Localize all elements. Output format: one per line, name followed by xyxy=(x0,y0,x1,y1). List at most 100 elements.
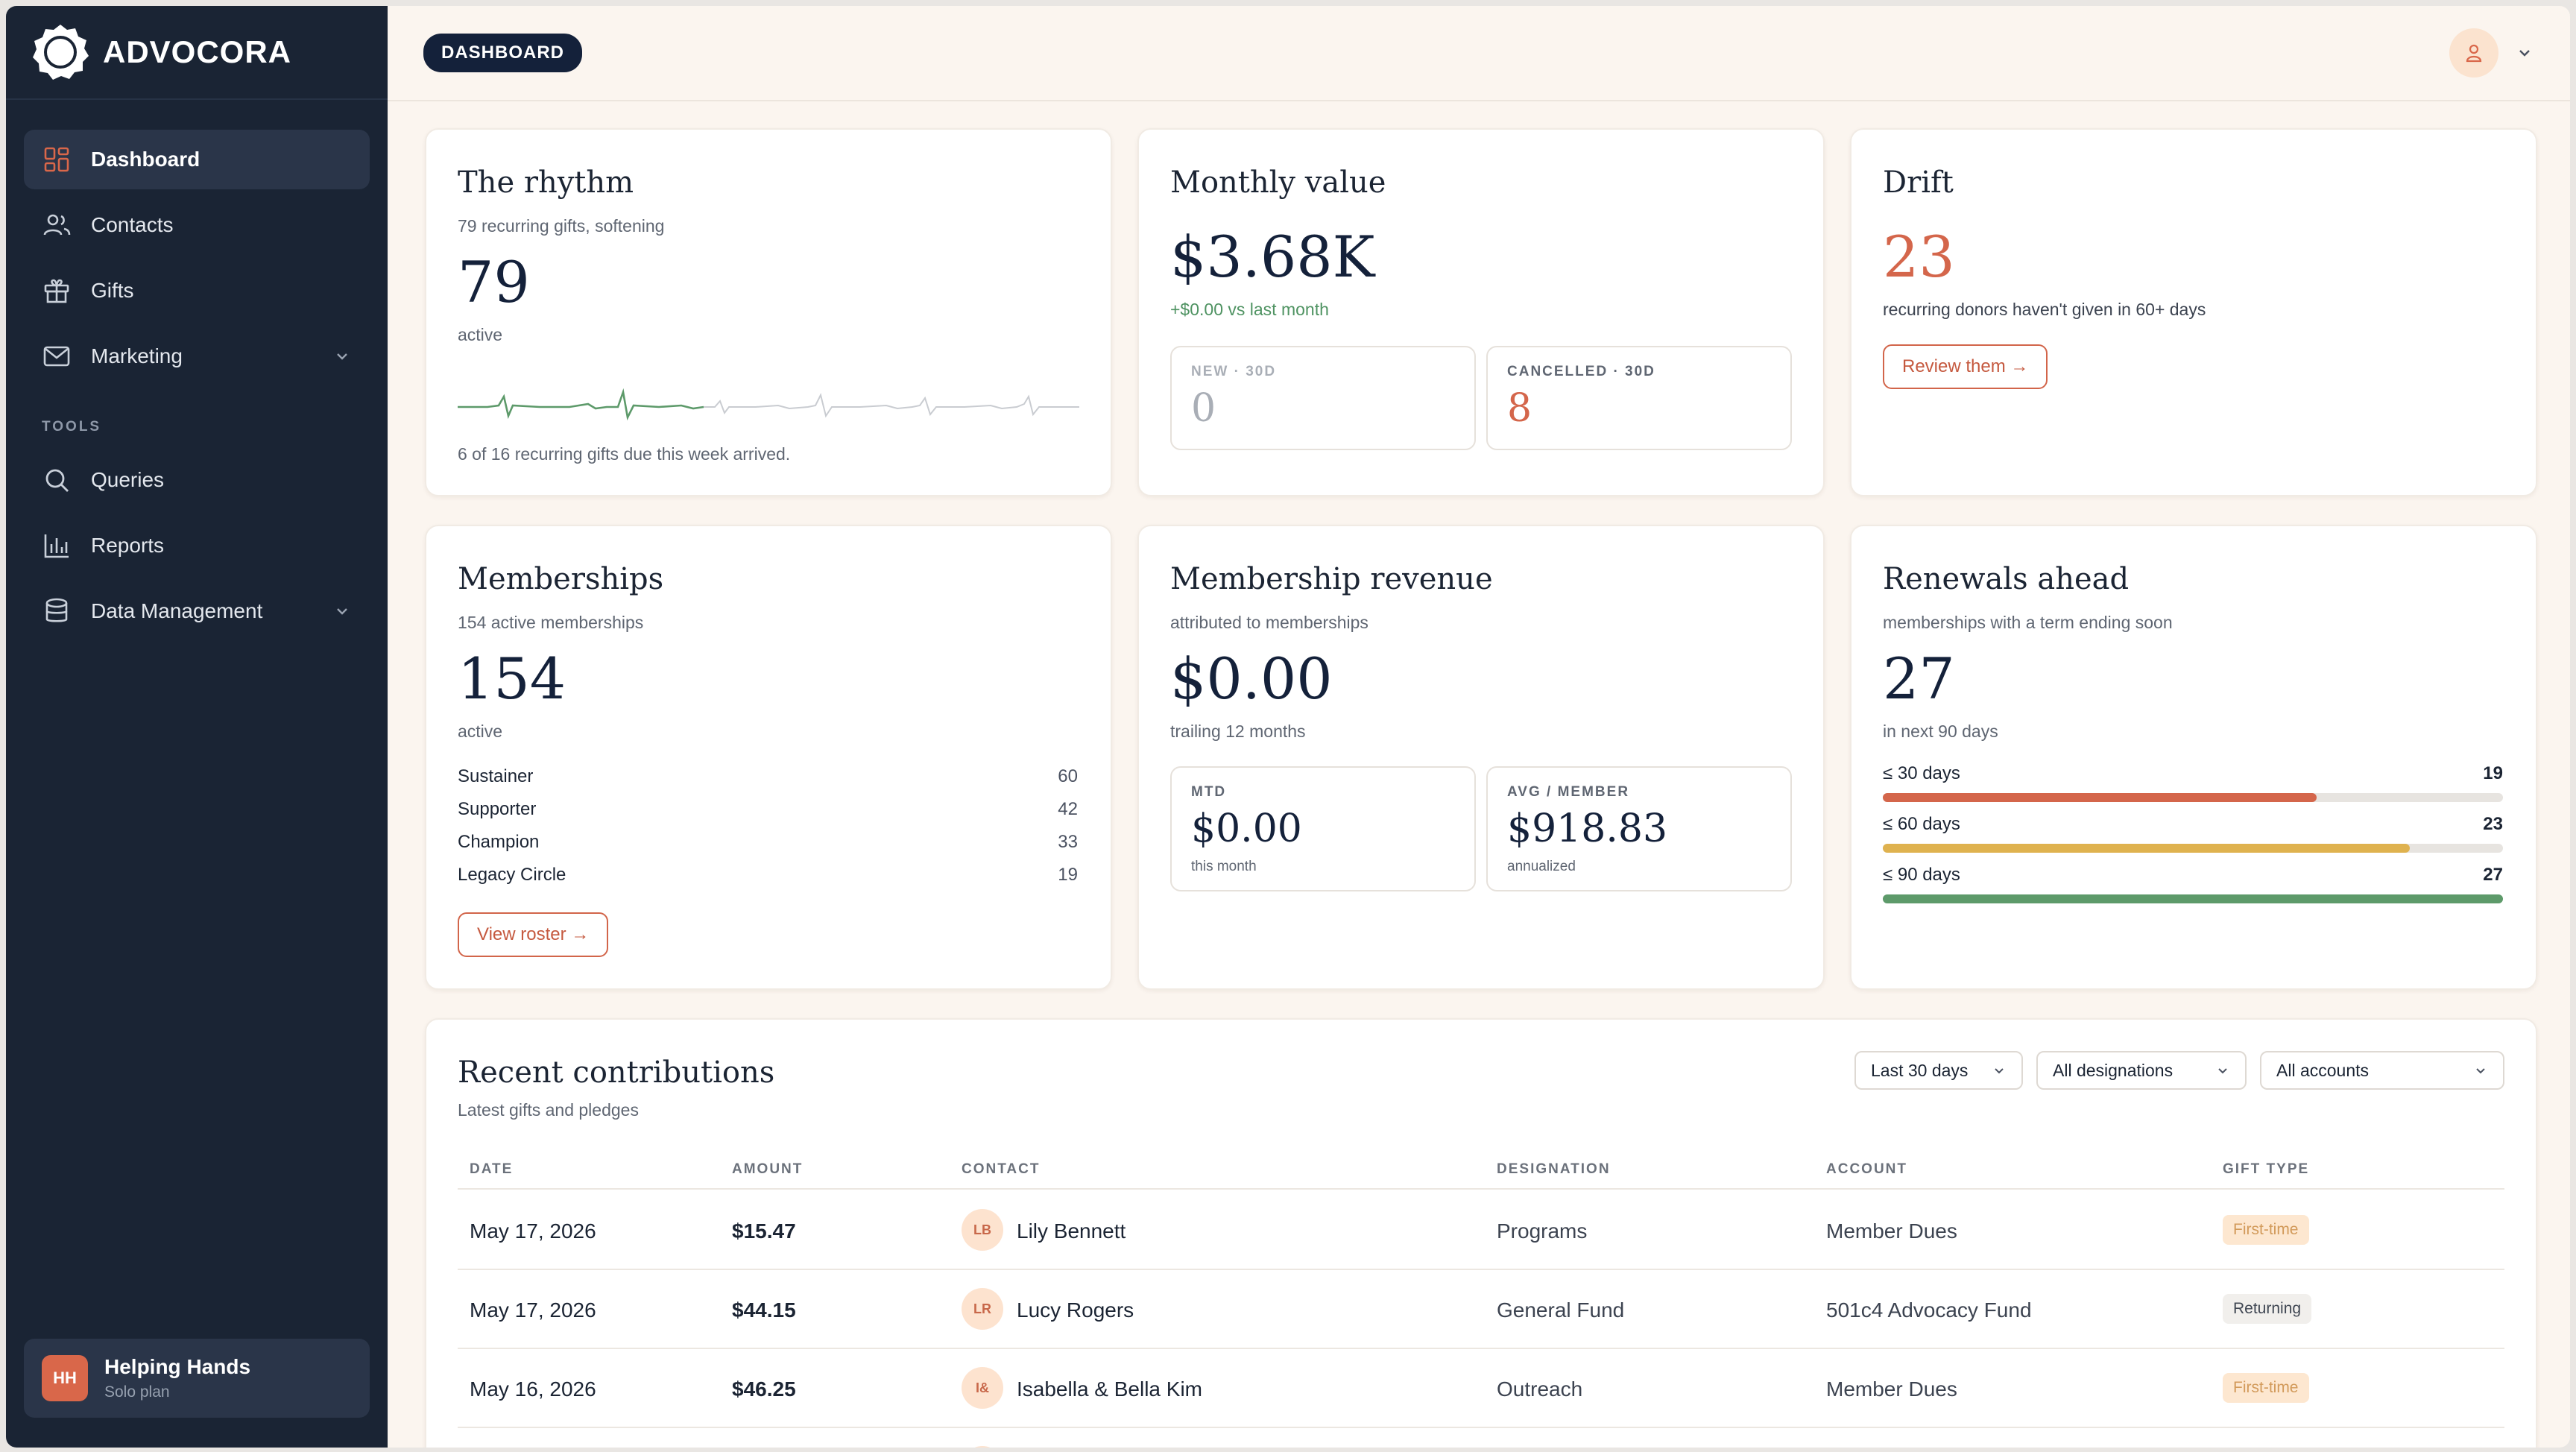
table-row[interactable]: May 17, 2026 $15.47 LB Lily Bennett Prog… xyxy=(458,1191,2504,1270)
view-roster-button[interactable]: View roster → xyxy=(458,912,609,957)
stat-label: AVG / MEMBER xyxy=(1507,784,1630,800)
sidebar-item-dashboard[interactable]: Dashboard xyxy=(24,130,370,189)
card-subtitle: 154 active memberships xyxy=(458,613,644,632)
table-header: DATE AMOUNT CONTACT DESIGNATION ACCOUNT … xyxy=(458,1148,2504,1190)
stat-value: $0.00 xyxy=(1191,807,1302,851)
org-avatar: HH xyxy=(42,1355,88,1401)
cell-designation: Programs xyxy=(1497,1219,1588,1243)
avatar: LB xyxy=(962,1209,1003,1251)
column-header-account[interactable]: ACCOUNT xyxy=(1826,1161,1907,1177)
cell-amount: $44.15 xyxy=(732,1298,796,1322)
avatar xyxy=(962,1446,1003,1448)
renewal-row: ≤ 60 days 23 xyxy=(1883,814,2503,853)
breadcrumb: DASHBOARD xyxy=(423,34,582,72)
rhythm-footer: 6 of 16 recurring gifts due this week ar… xyxy=(458,444,791,464)
cell-contact[interactable]: Isabella & Bella Kim xyxy=(1017,1377,1203,1401)
cell-date: May 17, 2026 xyxy=(470,1219,596,1243)
cell-account: Member Dues xyxy=(1826,1219,1957,1243)
metric-value: 154 xyxy=(458,645,566,712)
cell-account: Member Dues xyxy=(1826,1377,1957,1401)
cell-amount: $46.25 xyxy=(732,1377,796,1401)
sidebar-item-marketing[interactable]: Marketing xyxy=(24,326,370,386)
chevron-down-icon[interactable] xyxy=(2515,43,2534,63)
brand[interactable]: ADVOCORA xyxy=(6,6,388,100)
chevron-down-icon[interactable] xyxy=(332,602,352,621)
sidebar-item-queries[interactable]: Queries xyxy=(24,450,370,510)
cancelled-30d-box: CANCELLED · 30D 8 xyxy=(1486,346,1792,450)
sidebar-item-label: Reports xyxy=(91,534,165,557)
date-range-select[interactable]: Last 30 days xyxy=(1854,1051,2023,1090)
metric-value: 23 xyxy=(1883,224,1955,290)
renewal-label: ≤ 60 days xyxy=(1883,814,1960,834)
table-row[interactable]: May 16, 2026 $46.25 I& Isabella & Bella … xyxy=(458,1349,2504,1428)
column-header-designation[interactable]: DESIGNATION xyxy=(1497,1161,1611,1177)
chevron-down-icon[interactable] xyxy=(332,347,352,366)
sidebar-item-label: Marketing xyxy=(91,344,183,367)
card-title: Renewals ahead xyxy=(1883,562,2130,596)
sidebar-item-contacts[interactable]: Contacts xyxy=(24,195,370,255)
advocora-logo-icon xyxy=(33,25,89,80)
database-icon xyxy=(45,598,68,622)
metric-value: 79 xyxy=(458,249,530,315)
cell-contact[interactable]: Lucy Rogers xyxy=(1017,1298,1134,1322)
metric-label: active xyxy=(458,325,503,344)
tier-row: Legacy Circle 19 xyxy=(458,865,1078,886)
review-them-button[interactable]: Review them → xyxy=(1883,344,2048,389)
designation-select[interactable]: All designations xyxy=(2036,1051,2247,1090)
mail-icon xyxy=(43,346,70,367)
card-subtitle: 79 recurring gifts, softening xyxy=(458,216,665,236)
org-switcher[interactable]: HH Helping Hands Solo plan xyxy=(24,1339,370,1418)
table-row[interactable] xyxy=(458,1428,2504,1448)
renewal-row: ≤ 30 days 19 xyxy=(1883,763,2503,802)
column-header-date[interactable]: DATE xyxy=(470,1161,514,1177)
sidebar-item-data-management[interactable]: Data Management xyxy=(24,581,370,641)
tier-count: 33 xyxy=(1058,832,1078,852)
account-select[interactable]: All accounts xyxy=(2260,1051,2504,1090)
membership-revenue-card: Membership revenue attributed to members… xyxy=(1137,525,1825,990)
card-title: Monthly value xyxy=(1170,165,1386,200)
user-menu[interactable] xyxy=(2449,28,2534,78)
avatar[interactable] xyxy=(2449,28,2498,78)
drift-card: Drift 23 recurring donors haven't given … xyxy=(1850,128,2537,496)
avatar: LR xyxy=(962,1288,1003,1330)
renewals-card: Renewals ahead memberships with a term e… xyxy=(1850,525,2537,990)
cell-account: 501c4 Advocacy Fund xyxy=(1826,1298,2032,1322)
new-30d-box: NEW · 30D 0 xyxy=(1170,346,1476,450)
cell-date: May 17, 2026 xyxy=(470,1298,596,1322)
sidebar-item-gifts[interactable]: Gifts xyxy=(24,261,370,321)
tools-heading: TOOLS xyxy=(42,419,102,435)
tier-name: Sustainer xyxy=(458,766,534,786)
renewal-row: ≤ 90 days 27 xyxy=(1883,865,2503,903)
org-name: Helping Hands xyxy=(104,1355,251,1378)
filter-value: Last 30 days xyxy=(1871,1060,1969,1080)
app-window: ADVOCORA Dashboard Contacts xyxy=(6,6,2570,1448)
column-header-amount[interactable]: AMOUNT xyxy=(732,1161,804,1177)
user-icon xyxy=(2466,44,2482,63)
card-subtitle: Latest gifts and pledges xyxy=(458,1100,639,1120)
metric-label: trailing 12 months xyxy=(1170,722,1306,741)
column-header-contact[interactable]: CONTACT xyxy=(962,1161,1041,1177)
metric-label: in next 90 days xyxy=(1883,722,1998,741)
stat-value: $918.83 xyxy=(1507,807,1668,851)
metric-value: 27 xyxy=(1883,645,1955,712)
chevron-down-icon xyxy=(2218,1068,2227,1074)
mtd-box: MTD $0.00 this month xyxy=(1170,766,1476,891)
renewal-label: ≤ 90 days xyxy=(1883,865,1960,885)
sidebar-item-label: Data Management xyxy=(91,599,263,622)
avatar: I& xyxy=(962,1367,1003,1409)
card-title: Recent contributions xyxy=(458,1055,775,1090)
sidebar-item-reports[interactable]: Reports xyxy=(24,516,370,575)
metric-value: $3.68K xyxy=(1170,224,1375,290)
cell-contact[interactable]: Lily Bennett xyxy=(1017,1219,1126,1243)
tier-name: Legacy Circle xyxy=(458,865,566,885)
tier-name: Champion xyxy=(458,832,540,852)
cell-amount: $15.47 xyxy=(732,1219,796,1243)
column-header-gift-type[interactable]: GIFT TYPE xyxy=(2223,1161,2310,1177)
stat-value: 0 xyxy=(1191,386,1216,431)
tier-count: 42 xyxy=(1058,799,1078,819)
tier-name: Supporter xyxy=(458,799,537,819)
table-row[interactable]: May 17, 2026 $44.15 LR Lucy Rogers Gener… xyxy=(458,1270,2504,1349)
users-icon xyxy=(43,214,71,236)
renewal-label: ≤ 30 days xyxy=(1883,763,1960,783)
rhythm-sparkline xyxy=(458,388,1079,421)
